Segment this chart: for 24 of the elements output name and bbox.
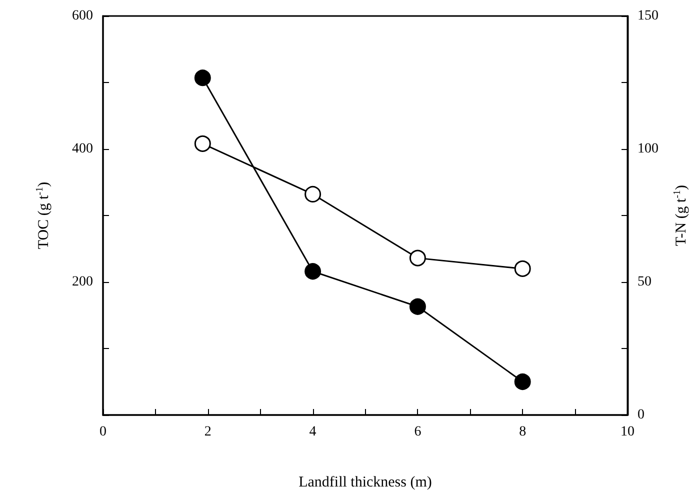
point — [514, 260, 531, 277]
point — [409, 298, 426, 315]
y2-axis-title: T-N (g t-1) — [672, 184, 690, 246]
x-tick-label: 0 — [100, 424, 106, 440]
y2-tick-label: 100 — [638, 142, 658, 156]
point — [409, 250, 426, 266]
point — [194, 135, 211, 152]
x-tick-label: 4 — [309, 424, 316, 440]
y-axis-title: TOC (g t-1) — [34, 182, 52, 250]
y-tick-label: 400 — [72, 142, 93, 156]
y2-tick-label: 50 — [638, 274, 652, 290]
y2-tick-label: 150 — [638, 8, 658, 24]
x-tick-label: 8 — [519, 424, 526, 440]
point — [194, 70, 211, 86]
y2-tick-label: 0 — [638, 408, 644, 422]
point — [304, 186, 322, 202]
y-tick-label: 200 — [72, 274, 93, 290]
point — [514, 374, 531, 390]
y-tick-label: 600 — [72, 8, 93, 24]
x-tick-label: 2 — [204, 424, 212, 440]
x-axis-title: Landfill thickness (m) — [298, 474, 432, 490]
x-tick-label: 10 — [620, 424, 634, 440]
point — [304, 263, 322, 280]
x-tick-label: 6 — [414, 424, 422, 440]
